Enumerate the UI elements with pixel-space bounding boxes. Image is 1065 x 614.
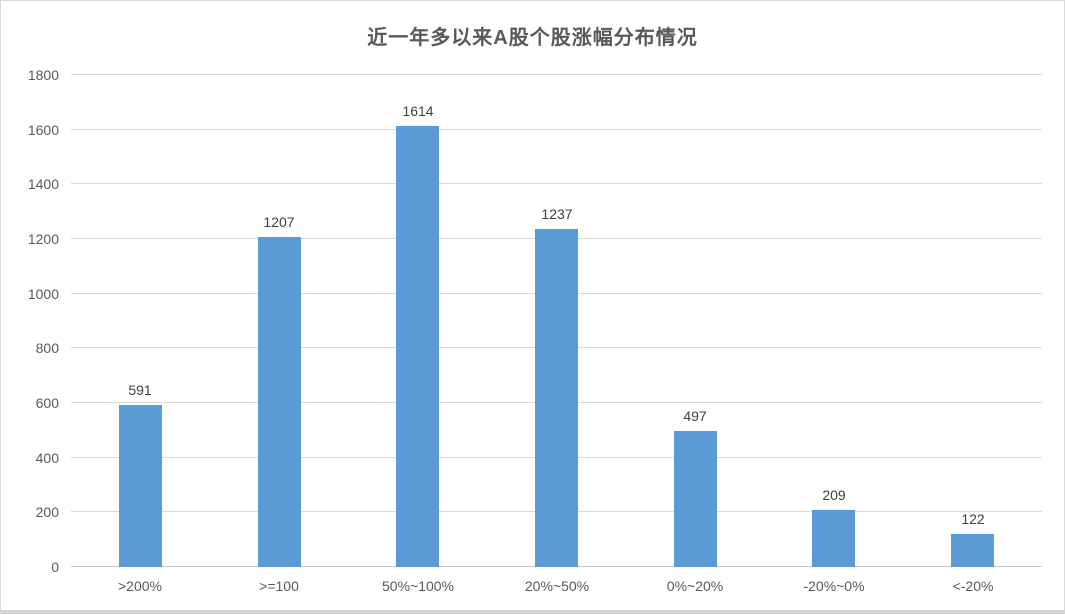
plot-area: 591 1207 1614 1237 497 209 122 (71, 74, 1042, 567)
bar (674, 431, 717, 567)
y-tick-label: 400 (35, 450, 59, 466)
bar-value-label: 1207 (263, 214, 295, 230)
y-tick-label: 200 (35, 504, 59, 520)
chart-title: 近一年多以来A股个股涨幅分布情况 (367, 27, 698, 49)
x-category-label: 50%~100% (381, 578, 455, 594)
y-tick-label: 1600 (27, 122, 59, 138)
bar (396, 126, 439, 567)
bar-value-label: 591 (128, 382, 152, 398)
y-tick-label: 800 (35, 340, 59, 356)
bar-value-label: 497 (683, 408, 707, 424)
x-category-label: <-20% (952, 578, 994, 594)
bar (951, 534, 994, 567)
bar (535, 229, 578, 567)
bar-value-label: 1237 (541, 206, 573, 222)
y-axis: 0 200 400 600 800 1000 1200 1400 1600 1800 (1, 67, 59, 575)
bar (119, 405, 162, 567)
y-tick-label: 1800 (27, 67, 59, 83)
bar-value-label: 209 (822, 487, 846, 503)
y-tick-label: 1000 (27, 286, 59, 302)
y-tick-label: 0 (51, 559, 59, 575)
gridline (71, 183, 1042, 184)
gridline (71, 74, 1042, 75)
x-category-label: -20%~0% (803, 578, 865, 594)
y-tick-label: 1400 (27, 176, 59, 192)
x-category-label: >=100 (259, 578, 299, 594)
gridline (71, 129, 1042, 130)
x-category-label: 20%~50% (524, 578, 590, 594)
bar (812, 510, 855, 567)
y-tick-label: 600 (35, 395, 59, 411)
x-category-label: 0%~20% (666, 578, 724, 594)
bar-value-label: 1614 (402, 103, 434, 119)
y-tick-label: 1200 (27, 231, 59, 247)
bar (258, 237, 301, 567)
x-category-label: >200% (118, 578, 162, 594)
bar-value-label: 122 (961, 511, 985, 527)
x-axis: >200% >=100 50%~100% 20%~50% 0%~20% -20%~0% <-… (71, 578, 1042, 602)
